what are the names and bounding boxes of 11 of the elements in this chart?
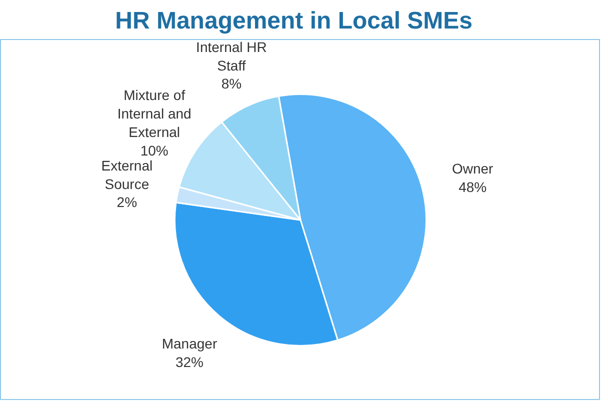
- slice-label: External Source: [101, 157, 153, 192]
- data-label: 8%: [221, 76, 242, 92]
- slice-label: Mixture of Internal and External: [117, 87, 192, 140]
- chart-title: HR Management in Local SMEs: [115, 8, 473, 34]
- slice-label: Owner: [452, 160, 494, 176]
- data-label: 10%: [140, 142, 168, 158]
- slice-label: Internal HR Staff: [196, 38, 267, 74]
- slice-label: Manager: [162, 335, 218, 352]
- data-label: 32%: [175, 354, 204, 370]
- data-label: 2%: [116, 194, 138, 210]
- data-label: 48%: [458, 178, 487, 195]
